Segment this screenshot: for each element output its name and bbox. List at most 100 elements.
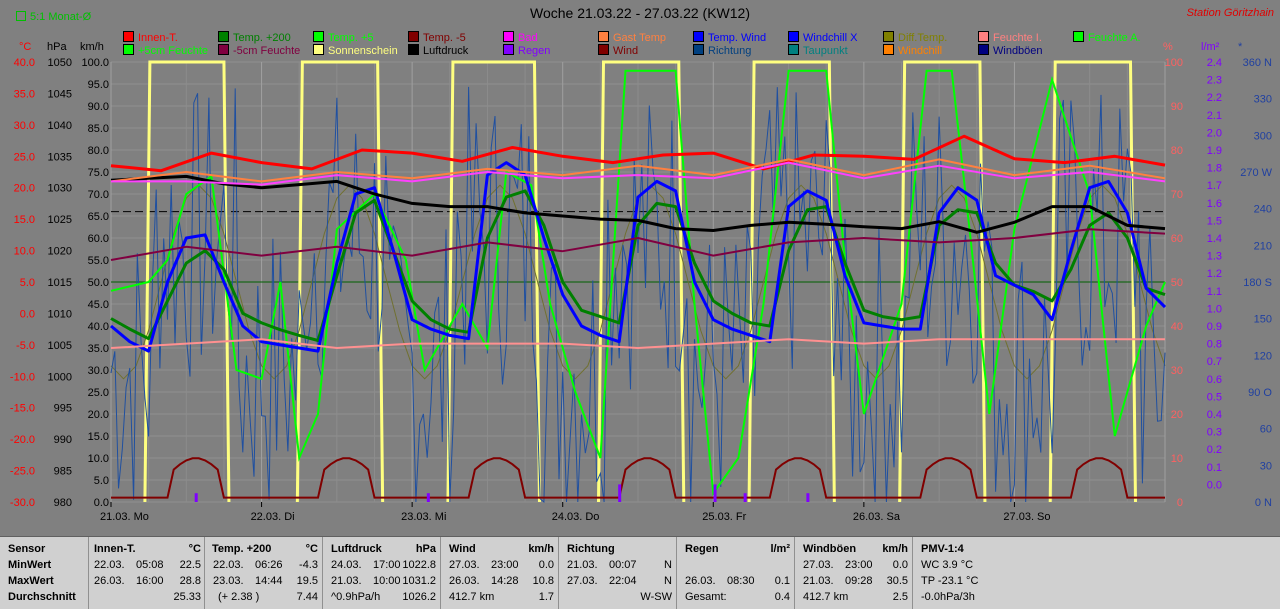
axis-tick-label: 50.0 (88, 277, 109, 289)
legend-label: Richtung (708, 45, 752, 57)
weather-chart: 40.0 35.0 30.0 25.0 20.0 15.0 10.0 5.0 0.0 -5.0 -1… (10, 57, 1273, 523)
axis-tick-label: -10.0 (10, 371, 35, 383)
stats-time: 00:07 (609, 559, 637, 571)
legend-swatch (408, 31, 419, 42)
legend-item: Innen-T. (123, 31, 178, 45)
axis-tick-label: 20.0 (88, 409, 109, 421)
rain-bar (426, 493, 430, 502)
axis-tick-label: 85.0 (88, 123, 109, 135)
legend-label: Temp. Wind (708, 32, 767, 44)
legend-item: Feuchte I. (978, 31, 1042, 45)
stats-value: 25.33 (173, 591, 201, 603)
stats-col-wind: Wind km/h 27.03. 23:00 0.0 26.03. 14:28 10.8 … (440, 537, 559, 609)
stats-time: 23:00 (491, 559, 519, 571)
stats-value: 28.8 (179, 575, 201, 587)
axis-tick-label: 5.0 (94, 475, 109, 487)
stats-value: 0.1 (774, 575, 790, 587)
stats-time: 22:04 (609, 575, 637, 587)
stats-col-richtung: Richtung 21.03. 00:07 N 27.03. 22:04 N W-SW (558, 537, 677, 609)
stats-value: W-SW (640, 591, 672, 603)
legend-swatch (313, 31, 324, 42)
direction-unit: * (1238, 41, 1243, 53)
legend-item: Bad (503, 31, 538, 45)
stats-date: 21.03. (331, 575, 362, 587)
axis-tick-label: 25.0 (88, 387, 109, 399)
legend-label: Feuchte I. (993, 32, 1042, 44)
legend-item: Taupunkt (788, 44, 848, 58)
axis-tick-label: -25.0 (10, 466, 35, 478)
stats-name: Wind (449, 543, 476, 555)
axis-tick-label: 30.0 (88, 365, 109, 377)
stats-value: N (664, 575, 672, 587)
stats-row-avg: Durchschnitt (8, 591, 76, 603)
legend-swatch (598, 31, 609, 42)
axis-tick-label: 40.0 (14, 57, 35, 69)
axis-tick-label: 30 (1260, 460, 1272, 472)
legend-swatch (123, 31, 134, 42)
rain-bar (806, 493, 810, 502)
stats-date: 23.03. (213, 575, 244, 587)
axis-tick-label: 2.1 (1207, 110, 1222, 122)
legend-swatch (503, 44, 514, 55)
legend-item: Windchill X (788, 31, 857, 45)
legend-label: Diff.Temp. (898, 32, 948, 44)
axes: 40.0 35.0 30.0 25.0 20.0 15.0 10.0 5.0 0.0 -5.0 -1… (10, 57, 1273, 509)
stats-value: 7.44 (296, 591, 318, 603)
axis-tick-label: 0.2 (1207, 444, 1222, 456)
series-layer (110, 134, 1167, 353)
axis-tick-label: 5.0 (20, 277, 35, 289)
legend-swatch (598, 44, 609, 55)
legend-item: Gast Temp (598, 31, 666, 45)
stats-time: 16:00 (136, 575, 164, 587)
axis-tick-label: 80 (1171, 145, 1183, 157)
axis-tick-label: 1.6 (1207, 198, 1222, 210)
humidity-outdoor-line (110, 69, 1166, 496)
legend-item: Wind (598, 44, 638, 58)
stats-date: 26.03. (449, 575, 480, 587)
axis-tick-label: 90.0 (88, 101, 109, 113)
axis-tick-label: 1010 (48, 308, 72, 320)
stats-date: 21.03. (567, 559, 598, 571)
stats-unit: l/m² (770, 543, 790, 555)
legend-label: Feuchte A. (1088, 32, 1141, 44)
stats-value: 0.0 (892, 559, 908, 571)
axis-tick-label: 40.0 (88, 321, 109, 333)
legend-item: Diff.Temp. (883, 31, 947, 45)
axis-tick-label: 330 (1254, 94, 1272, 106)
legend-label: Bad (518, 32, 538, 44)
axis-tick-label: 60 (1171, 233, 1183, 245)
legend-label: Taupunkt (803, 45, 848, 57)
axis-tick-label: 10 (1171, 453, 1183, 465)
stats-value: 30.5 (886, 575, 908, 587)
axis-tick-label: 0.5 (1207, 391, 1222, 403)
stats-date: 21.03. (803, 575, 834, 587)
legend-swatch (883, 31, 894, 42)
legend-item: Richtung (693, 44, 751, 58)
stats-date: 24.03. (331, 559, 362, 571)
stats-row-min: MinWert (8, 559, 52, 571)
axis-tick-label: 0.0 (20, 308, 35, 320)
axis-tick-label: 210 (1254, 240, 1272, 252)
axis-tick-label: 1050 (48, 57, 72, 69)
mode-indicator[interactable]: 5:1 Monat-Ø (16, 11, 91, 23)
stats-date: 26.03. (94, 575, 125, 587)
legend-swatch (788, 44, 799, 55)
stats-date: 22.03. (213, 559, 244, 571)
legend-label: Temp. +200 (233, 32, 291, 44)
axis-tick-label: 35.0 (14, 88, 35, 100)
axis-tick-label: 30.0 (14, 120, 35, 132)
axis-tick-label: 985 (54, 466, 72, 478)
axis-tick-label: 70.0 (88, 189, 109, 201)
axis-tick-label: 0 N (1255, 497, 1272, 509)
sunshine-span (295, 60, 385, 503)
stats-time: 09:28 (845, 575, 873, 587)
axis-tick-label: 70 (1171, 189, 1183, 201)
axis-tick-label: 980 (54, 497, 72, 509)
stats-date: 27.03. (449, 559, 480, 571)
axis-tick-label: 10.0 (14, 246, 35, 258)
legend-swatch (123, 44, 134, 55)
stats-value: TP -23.1 °C (921, 575, 979, 587)
legend-label: Windböen (993, 45, 1043, 57)
humidity-unit: % (1163, 41, 1173, 53)
legend-label: Windchill (898, 45, 943, 57)
